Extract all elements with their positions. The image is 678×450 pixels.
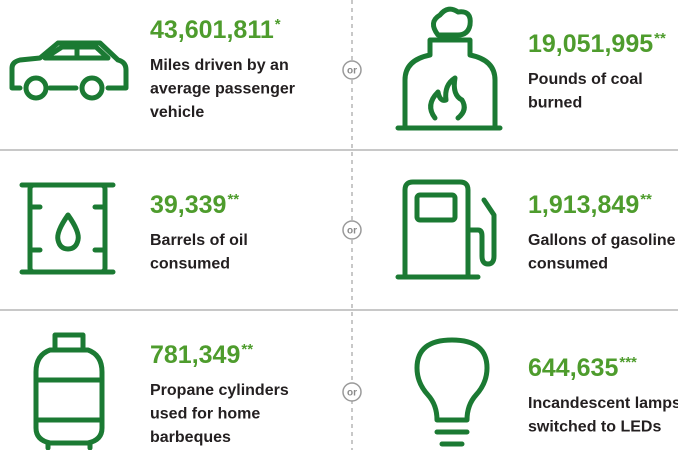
stat-label: vehicle	[150, 104, 204, 121]
stat-label: consumed	[150, 256, 230, 273]
stat-label: Gallons of gasoline	[528, 232, 676, 249]
stat-value: 644,635	[528, 354, 618, 382]
footnote-mark: **	[241, 341, 253, 358]
stat-label: Incandescent lamps	[528, 395, 678, 412]
stat-label: Propane cylinders	[150, 382, 289, 399]
stat-number: 781,349**	[150, 341, 253, 369]
or-text: or	[347, 226, 357, 237]
stat-label: consumed	[528, 256, 608, 273]
stat-label: barbeques	[150, 429, 231, 446]
footnote-mark: **	[227, 191, 239, 208]
stat-label: used for home	[150, 406, 260, 423]
barrel-icon	[19, 182, 116, 275]
stat-label: burned	[528, 95, 582, 112]
stat-label: Miles driven by an	[150, 57, 289, 74]
stat-value: 781,349	[150, 341, 240, 369]
stat-number: 644,635***	[528, 354, 637, 382]
stat-value: 39,339	[150, 191, 226, 219]
footnote-mark: *	[275, 16, 281, 33]
stat-label: Pounds of coal	[528, 71, 643, 88]
stat-value: 1,913,849	[528, 191, 639, 219]
footnote-mark: **	[640, 191, 652, 208]
stat-label: switched to LEDs	[528, 419, 661, 436]
stat-label: average passenger	[150, 81, 295, 98]
or-badge	[342, 60, 362, 80]
stat-number: 39,339**	[150, 191, 239, 219]
or-badge	[342, 220, 362, 240]
stat-value: 43,601,811	[150, 16, 274, 44]
stat-number: 19,051,995**	[528, 30, 666, 58]
stat-number: 43,601,811*	[150, 16, 281, 44]
stat-label: Barrels of oil	[150, 232, 248, 249]
propane-icon	[33, 332, 105, 450]
or-text: or	[347, 66, 357, 77]
stat-number: 1,913,849**	[528, 191, 652, 219]
footnote-mark: **	[654, 30, 666, 47]
or-badge	[342, 382, 362, 402]
furnace-icon	[395, 6, 503, 131]
gas-pump-icon	[395, 179, 497, 280]
stat-value: 19,051,995	[528, 30, 653, 58]
car-icon	[9, 40, 129, 101]
or-text: or	[347, 388, 357, 399]
bulb-icon	[414, 337, 490, 447]
footnote-mark: ***	[619, 354, 637, 371]
